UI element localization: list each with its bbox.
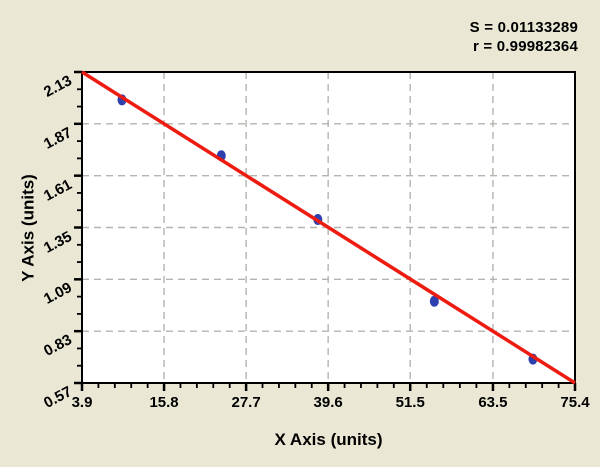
y-axis-title: Y Axis (units) xyxy=(18,174,38,282)
x-tick-label: 27.7 xyxy=(231,394,261,411)
x-tick-label: 3.9 xyxy=(71,394,93,411)
fit-stat-r: r = 0.99982364 xyxy=(473,38,578,55)
x-tick-label: 51.5 xyxy=(395,394,425,411)
fit-statistics: S = 0.01133289 r = 0.99982364 xyxy=(470,18,578,56)
fit-stat-s: S = 0.01133289 xyxy=(469,19,578,36)
x-tick-label: 75.4 xyxy=(560,394,590,411)
regression-line xyxy=(81,70,576,385)
x-axis-title: X Axis (units) xyxy=(274,430,383,449)
x-tick-label: 39.6 xyxy=(313,394,343,411)
plot-frame xyxy=(81,71,576,384)
x-tick-label: 15.8 xyxy=(149,394,179,411)
x-tick-label: 63.5 xyxy=(478,394,508,411)
data-point-marker xyxy=(429,295,439,307)
